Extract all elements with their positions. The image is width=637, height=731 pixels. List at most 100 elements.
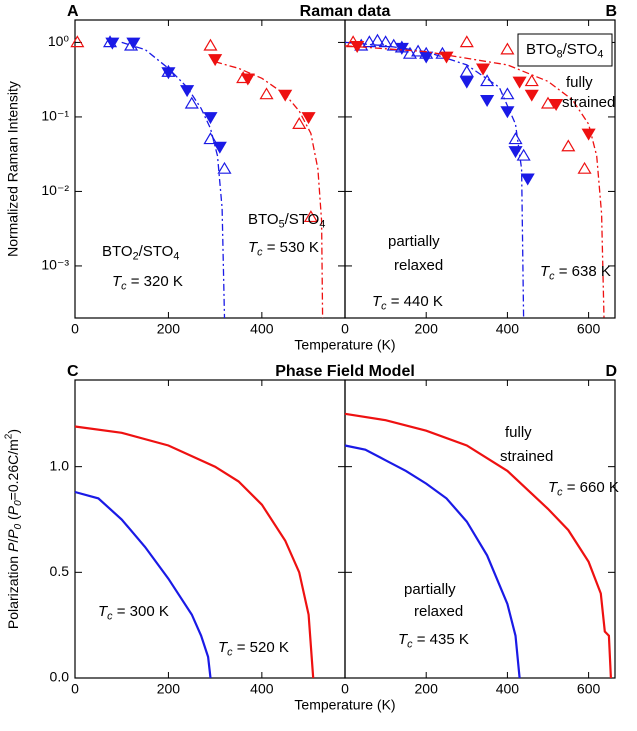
text-part: c [557,486,563,498]
filled-triangle [208,54,223,67]
filled-triangle [581,128,596,141]
text-part: 2 [3,433,14,439]
text-part: = 660 K [563,479,619,496]
fit-line [344,412,612,679]
panel-label: A [67,3,79,20]
text-part: Polarization [5,552,21,629]
y-tick-label: 10⁰ [48,33,70,49]
text-part: = 320 K [127,273,183,290]
annotation: BTO8/STO4 [526,41,603,60]
open-triangle [500,42,515,55]
filled-triangle [212,141,227,154]
open-triangle [459,64,474,77]
annotation: Tc = 320 K [112,273,183,292]
filled-triangle [480,94,495,107]
panel-title: Phase Field Model [275,363,415,380]
x-tick-label: 400 [250,681,274,697]
text-part: =0.26C/m [5,439,21,500]
text-part: ( [5,515,21,524]
annotation: Tc = 660 K [548,479,619,498]
open-triangle [102,35,118,48]
text-part: c [381,300,387,312]
fit-line [344,45,605,319]
open-triangle [161,64,176,77]
fit-line [344,41,525,319]
open-triangle [217,161,232,174]
filled-triangle [549,99,564,111]
x-tick-label: 400 [496,681,520,697]
x-tick-label: 600 [577,681,601,697]
text-part: /STO [139,243,174,260]
annotation: fully [505,424,532,441]
fit-line [74,425,315,679]
open-triangle [236,71,251,84]
text-part: 4 [173,250,179,262]
x-tick-label: 0 [341,321,349,337]
text-part: /STO [285,211,320,228]
annotation: relaxed [394,257,443,274]
x-tick-label: 200 [415,321,439,337]
open-triangle [292,116,307,129]
text-part: = 435 K [413,631,469,648]
annotation: partially [388,233,440,250]
annotation: BTO2/STO4 [102,243,179,262]
open-triangle [184,96,199,109]
x-tick-label: 0 [341,681,349,697]
open-triangle [500,87,515,100]
text-part: = 530 K [263,239,319,256]
open-triangle [203,38,218,51]
text-part: fully [566,74,593,91]
text-part: c [407,638,413,650]
open-triangle [259,87,274,100]
x-tick-label: 600 [577,321,601,337]
x-tick-label: 200 [415,681,439,697]
text-part: partially [388,233,440,250]
text-part: BTO [248,211,279,228]
annotation: strained [562,94,615,111]
text-part: 0 [13,500,24,506]
x-tick-label: 200 [157,321,181,337]
open-triangle [540,96,556,109]
text-part: 8 [557,48,563,60]
annotation: Tc = 638 K [540,263,611,282]
text-part: T [540,263,551,280]
fit-line [344,444,521,679]
text-part: T [98,603,109,620]
text-part: relaxed [414,603,463,620]
text-part: P [5,529,21,539]
text-part: P [5,542,21,552]
text-part: partially [404,581,456,598]
text-part: relaxed [394,257,443,274]
text-part: T [218,639,229,656]
text-part: T [112,273,123,290]
filled-triangle [512,76,527,89]
open-triangle [303,210,318,223]
open-triangle [516,148,531,161]
text-part: c [257,246,263,258]
panel-label: D [605,363,617,380]
annotation: fully [566,74,593,91]
open-triangle [459,35,474,48]
text-part: 2 [133,250,139,262]
panel-label: B [605,3,617,20]
open-triangle [508,132,523,145]
annotation: Tc = 435 K [398,631,469,650]
fit-line [74,490,212,679]
y-axis-label: Normalized Raman Intensity [5,81,21,257]
text-part: /STO [563,41,598,58]
text-part: T [548,479,559,496]
y-tick-label: 0.0 [50,669,70,685]
annotation: relaxed [414,603,463,620]
annotation: partially [404,581,456,598]
annotation: strained [500,448,553,465]
x-tick-label: 400 [496,321,520,337]
annotation: Tc = 300 K [98,603,169,622]
plot-frame [74,379,346,679]
y-tick-label: 10⁻³ [41,257,69,273]
text-part: 4 [597,48,603,60]
open-triangle [577,161,592,174]
x-axis-label: Temperature (K) [294,337,395,353]
x-tick-label: 400 [250,321,274,337]
annotation: Tc = 440 K [372,293,443,312]
text-part: BTO [102,243,133,260]
